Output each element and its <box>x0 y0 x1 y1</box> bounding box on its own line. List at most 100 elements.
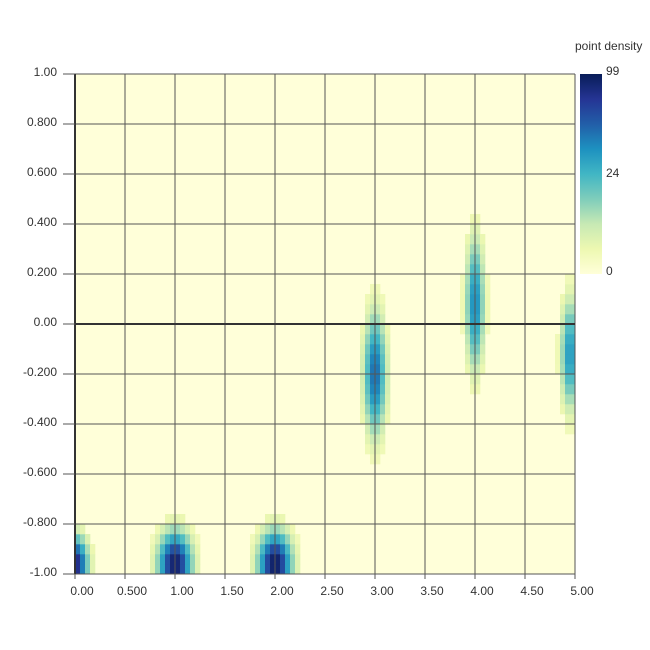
heatmap-cell <box>570 304 576 315</box>
heatmap-cell <box>570 334 576 345</box>
heatmap-cell <box>570 344 576 355</box>
heatmap-cell <box>270 554 276 565</box>
heatmap-cell <box>80 554 86 565</box>
heatmap-cell <box>370 364 376 375</box>
heatmap-cell <box>555 354 561 365</box>
heatmap-cell <box>195 564 201 575</box>
heatmap-cell <box>370 354 376 365</box>
heatmap-cell <box>195 534 201 545</box>
heatmap-cell <box>185 544 191 555</box>
heatmap-cell <box>385 394 391 405</box>
heatmap-cell <box>485 274 491 285</box>
heatmap-cell <box>155 554 161 565</box>
heatmap-cell <box>475 334 481 345</box>
heatmap-cell <box>460 324 466 335</box>
heatmap-cell <box>465 344 471 355</box>
heatmap-cell <box>370 434 376 445</box>
heatmap-cell <box>480 304 486 315</box>
heatmap-cell <box>285 544 291 555</box>
heatmap-cell <box>255 554 261 565</box>
heatmap-cell <box>570 284 576 295</box>
heatmap-cell <box>290 564 296 575</box>
heatmap-cell <box>190 534 196 545</box>
heatmap-cell <box>380 414 386 425</box>
heatmap-cell <box>265 564 271 575</box>
heatmap-cell <box>565 404 571 415</box>
heatmap-cell <box>385 324 391 335</box>
heatmap-cell <box>380 334 386 345</box>
heatmap-cell <box>280 544 286 555</box>
heatmap-cell <box>375 294 381 305</box>
heatmap-cell <box>360 354 366 365</box>
heatmap-cell <box>475 254 481 265</box>
heatmap-cell <box>375 394 381 405</box>
x-tick-label: 4.00 <box>470 584 494 598</box>
x-tick-label: 5.00 <box>570 584 594 598</box>
heatmap-cell <box>380 444 386 455</box>
heatmap-cell <box>275 524 281 535</box>
heatmap-cell <box>80 534 86 545</box>
heatmap-cell <box>565 414 571 425</box>
heatmap-cell <box>175 524 181 535</box>
heatmap-cell <box>365 424 371 435</box>
heatmap-cell <box>375 374 381 385</box>
x-tick-label: 1.00 <box>170 584 194 598</box>
heatmap-cell <box>460 304 466 315</box>
heatmap-cell <box>375 404 381 415</box>
heatmap-cell <box>375 384 381 395</box>
heatmap-cell <box>380 434 386 445</box>
x-tick-label: 0.00 <box>70 584 94 598</box>
x-tick-label: 1.50 <box>220 584 244 598</box>
heatmap-cell <box>280 514 286 525</box>
heatmap-cell <box>360 394 366 405</box>
x-tick-label: 3.50 <box>420 584 444 598</box>
heatmap-cell <box>375 324 381 335</box>
heatmap-cell <box>85 554 91 565</box>
heatmap-cell <box>170 524 176 535</box>
heatmap-cell <box>480 324 486 335</box>
heatmap-cell <box>370 304 376 315</box>
heatmap-cell <box>465 304 471 315</box>
heatmap-cells <box>75 214 576 575</box>
heatmap-cell <box>260 524 266 535</box>
heatmap-cell <box>460 274 466 285</box>
heatmap-cell <box>465 324 471 335</box>
heatmap-cell <box>80 544 86 555</box>
heatmap-cell <box>185 554 191 565</box>
heatmap-cell <box>265 554 271 565</box>
heatmap-cell <box>565 374 571 385</box>
heatmap-cell <box>365 304 371 315</box>
heatmap-cell <box>370 424 376 435</box>
heatmap-cell <box>270 564 276 575</box>
heatmap-cell <box>570 394 576 405</box>
heatmap-cell <box>375 454 381 465</box>
colorbar: point density 99 24 0 <box>575 39 642 278</box>
heatmap-cell <box>160 554 166 565</box>
heatmap-cell <box>565 324 571 335</box>
heatmap-cell <box>385 344 391 355</box>
heatmap-cell <box>565 354 571 365</box>
heatmap-cell <box>475 234 481 245</box>
heatmap-cell <box>365 444 371 455</box>
heatmap-cell <box>265 544 271 555</box>
heatmap-cell <box>265 514 271 525</box>
heatmap-cell <box>470 274 476 285</box>
heatmap-cell <box>165 554 171 565</box>
heatmap-cell <box>385 334 391 345</box>
heatmap-cell <box>475 344 481 355</box>
heatmap-cell <box>370 404 376 415</box>
heatmap-cell <box>560 384 566 395</box>
heatmap-cell <box>165 514 171 525</box>
heatmap-cell <box>295 534 301 545</box>
heatmap-cell <box>465 264 471 275</box>
heatmap-cell <box>560 374 566 385</box>
heatmap-cell <box>170 564 176 575</box>
heatmap-cell <box>360 324 366 335</box>
heatmap-cell <box>180 544 186 555</box>
heatmap-cell <box>380 404 386 415</box>
heatmap-cell <box>465 334 471 345</box>
heatmap-cell <box>570 294 576 305</box>
heatmap-cell <box>160 544 166 555</box>
heatmap-cell <box>465 254 471 265</box>
